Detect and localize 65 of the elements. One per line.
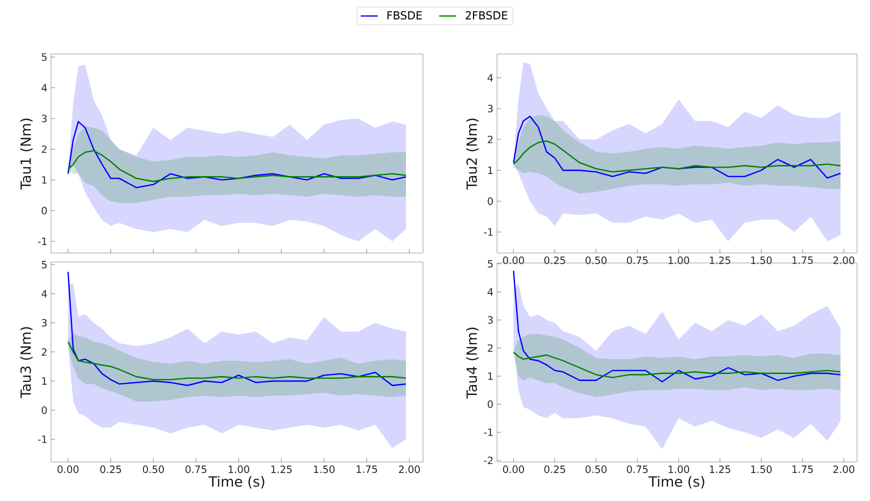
y-tick-label: 2 — [42, 145, 46, 153]
x-tick-label: 1.50 — [751, 256, 772, 264]
y-axis-title: Tau3 (Nm) — [20, 327, 33, 398]
y-tick-label: 0 — [488, 400, 493, 408]
x-tick-label: 0.25 — [544, 256, 566, 264]
x-tick-label: 1.25 — [271, 466, 292, 474]
y-tick-label: 2 — [488, 344, 492, 352]
x-tick-label: 1.50 — [314, 466, 335, 474]
x-tick-label: 0.75 — [626, 466, 648, 474]
y-tick-label: 0 — [42, 406, 47, 414]
x-tick-label: 1.75 — [792, 256, 813, 264]
line-series — [67, 120, 407, 188]
y-tick-label: 4 — [488, 288, 493, 296]
y-tick-label: 4 — [42, 84, 47, 92]
x-tick-label: 0.25 — [100, 466, 121, 474]
x-tick-label: 1.00 — [668, 256, 690, 264]
y-tick-label: 1 — [42, 377, 47, 385]
y-tick-label: -1 — [484, 228, 493, 236]
y-tick-label: 1 — [488, 372, 493, 380]
y-tick-label: 5 — [42, 260, 47, 268]
x-tick-label: 0.75 — [186, 466, 206, 474]
x-tick-label: 1.75 — [356, 466, 377, 473]
legend-label: FBSDE — [388, 11, 422, 20]
y-tick-label: 3 — [488, 316, 493, 324]
x-axis-title: Time (s) — [208, 476, 264, 488]
x-tick-label: 0.00 — [503, 466, 524, 474]
x-tick-label: 0.50 — [586, 466, 607, 474]
y-tick-label: 1 — [42, 176, 47, 184]
x-tick-label: 0.50 — [142, 466, 164, 474]
x-axis-title: Time (s) — [648, 476, 704, 488]
y-tick-label: 5 — [488, 260, 493, 268]
x-tick-label: 1.00 — [228, 466, 250, 474]
x-tick-label: 0.75 — [626, 256, 648, 264]
y-tick-label: 0 — [42, 206, 47, 214]
x-tick-label: 0.50 — [586, 256, 607, 264]
legend-label: 2FBSDE — [466, 11, 508, 20]
y-axis-title: Tau4 (Nm) — [466, 328, 479, 399]
x-tick-label: 2.00 — [833, 466, 854, 474]
y-tick-label: 4 — [42, 290, 47, 298]
x-tick-label: 2.00 — [833, 256, 854, 264]
y-tick-label: 3 — [42, 114, 47, 122]
y-tick-label: 3 — [42, 319, 47, 327]
x-tick-label: 1.50 — [751, 466, 772, 474]
y-tick-label: 1 — [488, 166, 493, 174]
y-tick-label: 0 — [488, 197, 493, 205]
x-tick-label: 1.75 — [792, 466, 813, 473]
y-tick-label: 4 — [488, 74, 493, 82]
x-tick-label: 2.00 — [398, 466, 420, 474]
x-tick-label: 0.00 — [503, 256, 524, 264]
y-tick-label: 3 — [488, 104, 493, 112]
x-tick-label: 0.00 — [58, 466, 79, 474]
x-tick-label: 1.00 — [668, 466, 690, 474]
y-tick-label: -1 — [38, 436, 47, 443]
y-tick-label: -2 — [484, 456, 492, 464]
y-axis-title: Tau2 (Nm) — [466, 118, 479, 190]
y-tick-label: 2 — [488, 136, 492, 144]
x-tick-label: 0.25 — [544, 466, 566, 474]
line-series — [512, 116, 842, 179]
x-tick-label: 1.25 — [710, 466, 730, 474]
y-axis-title: Tau1 (Nm) — [20, 118, 33, 190]
y-tick-label: 5 — [42, 53, 47, 61]
y-tick-label: -1 — [484, 428, 493, 436]
y-tick-label: -1 — [38, 238, 47, 245]
x-tick-label: 1.25 — [710, 256, 730, 264]
y-tick-label: 2 — [42, 348, 46, 356]
